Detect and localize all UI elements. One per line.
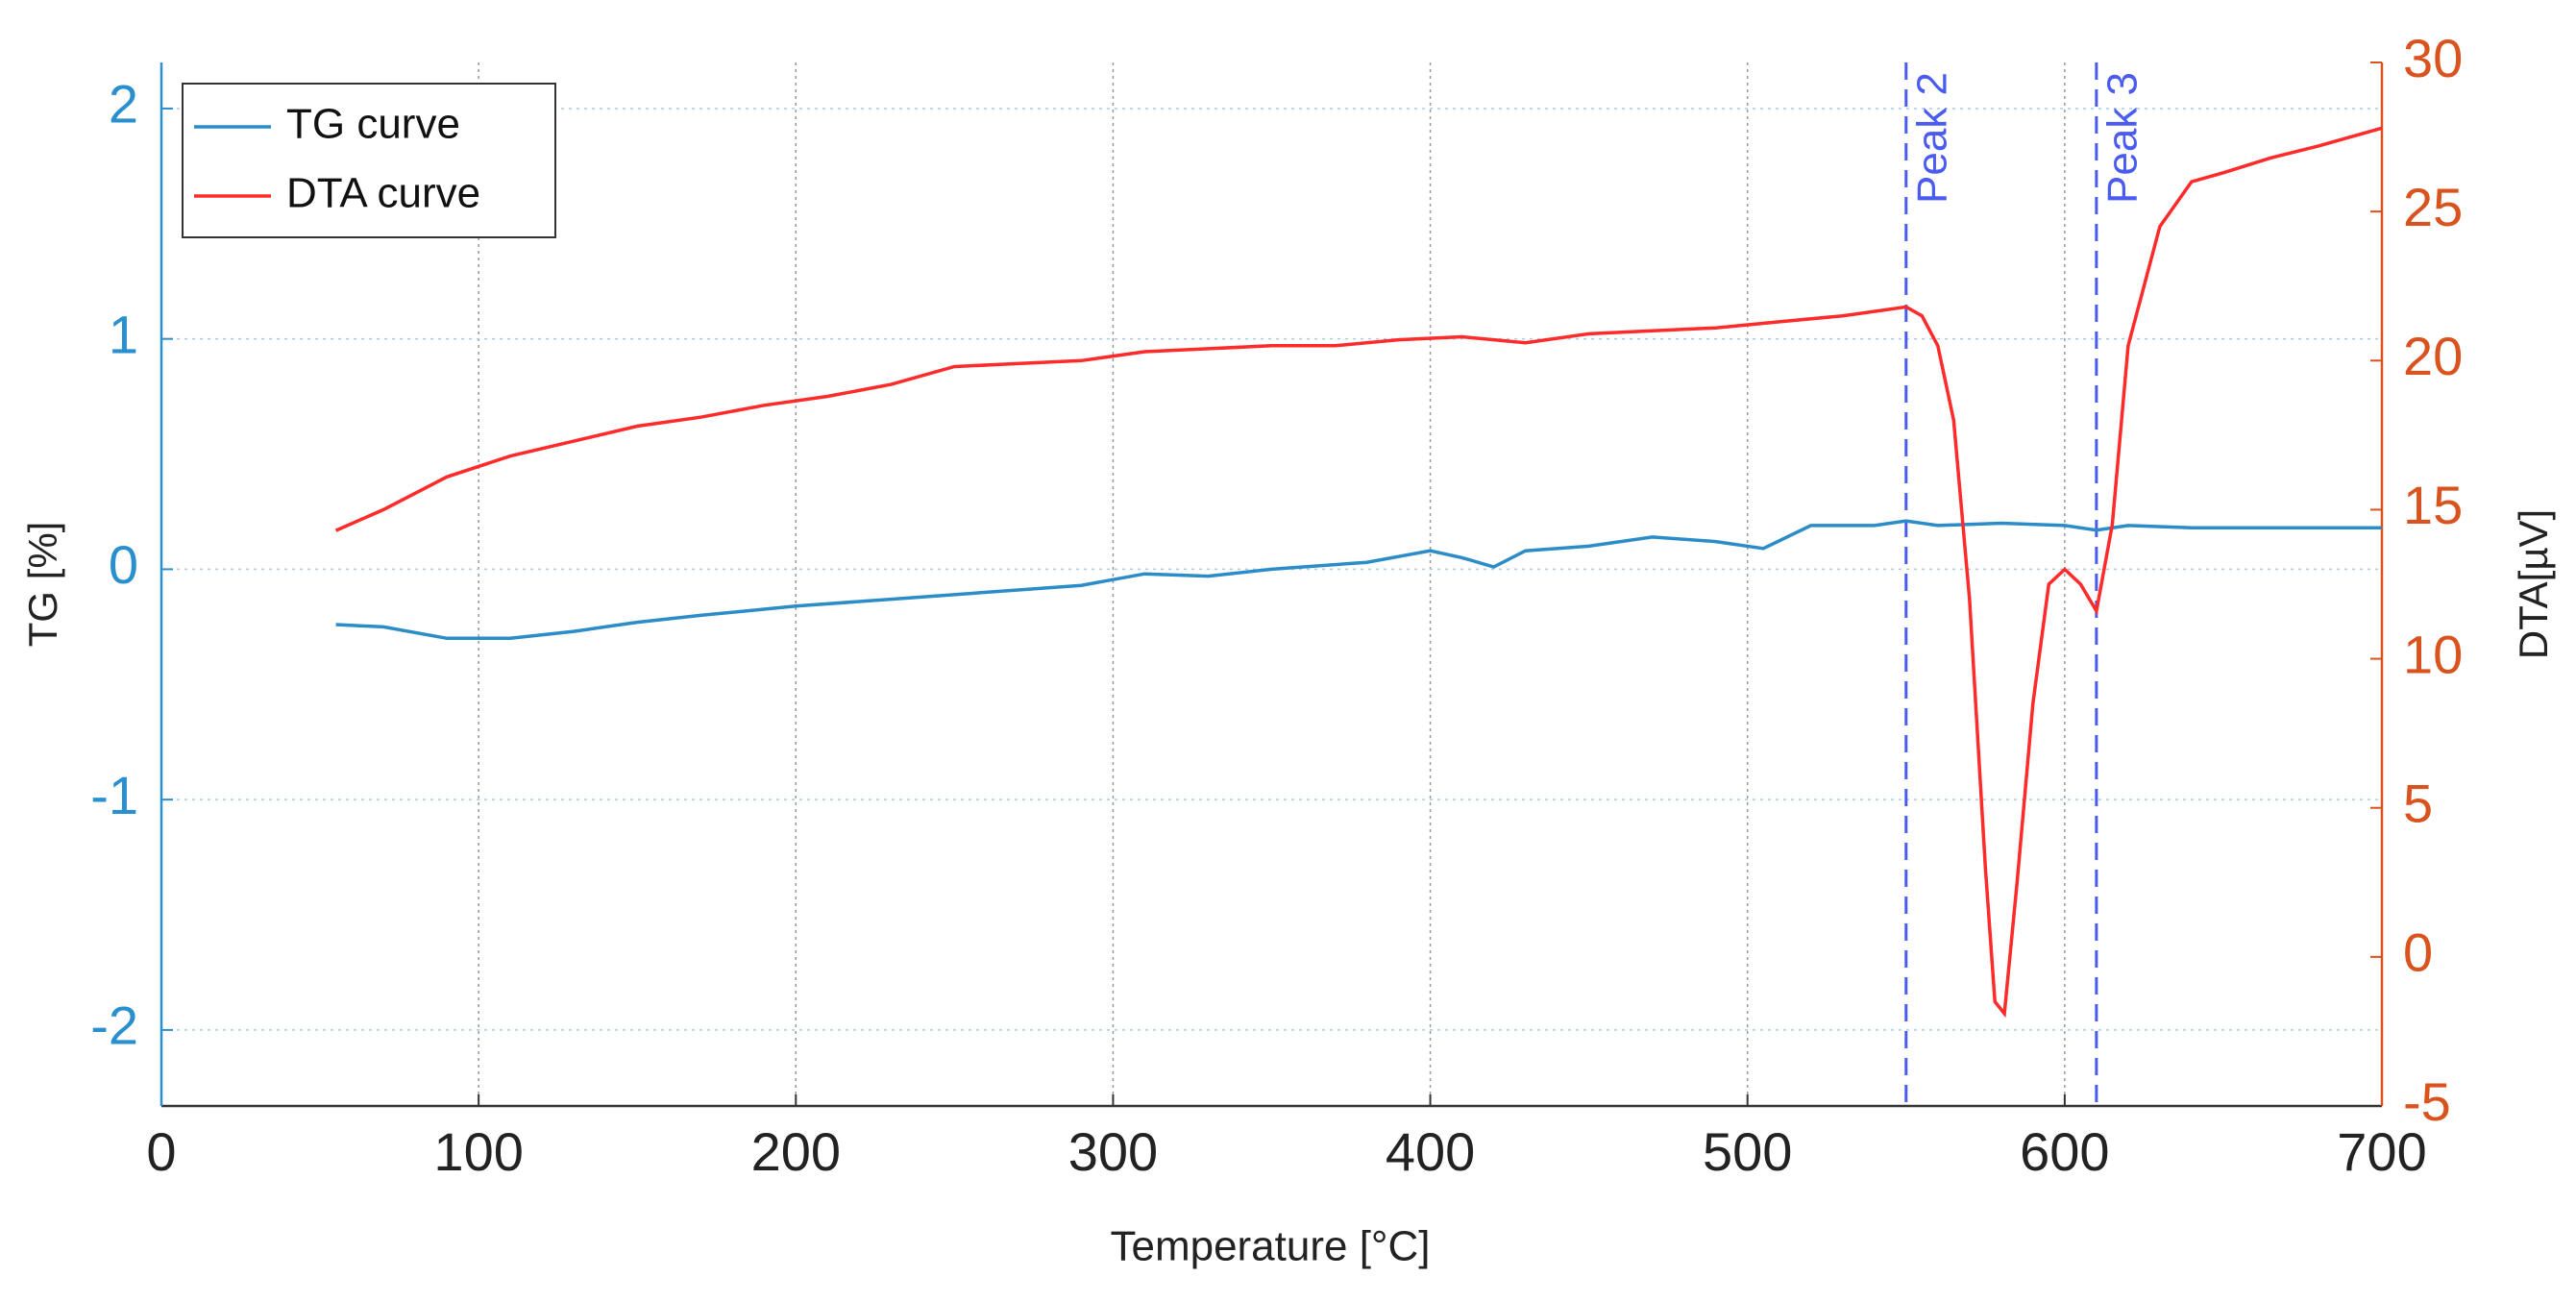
y-tick-label: 2 — [109, 74, 138, 135]
series-line — [335, 519, 2382, 641]
x-tick-label: 600 — [2020, 1121, 2109, 1182]
y-tick-label: -1 — [90, 765, 138, 825]
y-tick-label: 0 — [109, 534, 138, 595]
peak-label: Peak 3 — [2098, 72, 2146, 204]
series-line — [334, 126, 2383, 1019]
legend-label: DTA curve — [286, 170, 480, 217]
y-tick-label: 1 — [109, 304, 138, 364]
x-tick-label: 500 — [1703, 1121, 1792, 1182]
y2-tick-label: 5 — [2403, 774, 2433, 834]
x-tick-label: 400 — [1386, 1121, 1475, 1182]
x-tick-label: 300 — [1068, 1121, 1158, 1182]
y2-tick-label: 0 — [2403, 922, 2433, 983]
x-tick-label: 700 — [2337, 1121, 2426, 1182]
y2-tick-label: -5 — [2403, 1071, 2451, 1132]
y2-tick-label: 20 — [2403, 326, 2463, 386]
y2-tick-label: 10 — [2403, 624, 2463, 684]
x-axis-label: Temperature [°C] — [1110, 1223, 1430, 1270]
y-tick-label: -2 — [90, 995, 138, 1056]
y-axis-label: TG [%] — [20, 522, 65, 648]
x-tick-label: 100 — [433, 1121, 523, 1182]
peak-label: Peak 2 — [1908, 72, 1955, 204]
y2-tick-label: 25 — [2403, 177, 2463, 237]
x-tick-label: 200 — [751, 1121, 841, 1182]
x-tick-label: 0 — [146, 1121, 176, 1182]
y2-tick-label: 30 — [2403, 28, 2463, 88]
legend-label: TG curve — [286, 101, 460, 148]
y2-axis-label: DTA[µV] — [2511, 509, 2556, 659]
legend-box — [182, 83, 556, 238]
y2-tick-label: 15 — [2403, 475, 2463, 535]
